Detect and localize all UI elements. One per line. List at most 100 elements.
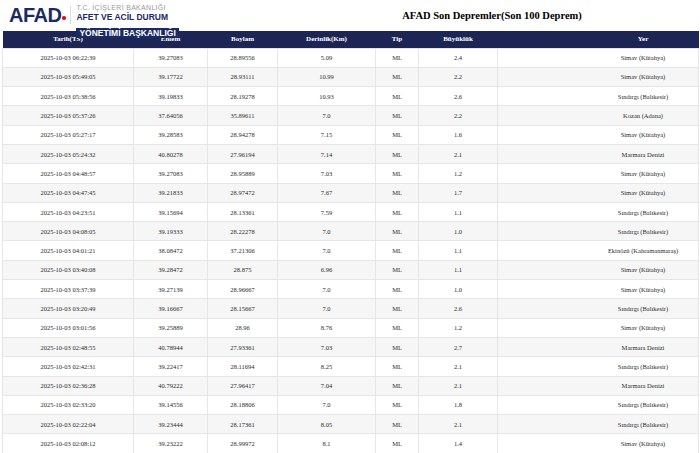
- cell-magnitude: 1.0: [419, 280, 498, 299]
- cell-magnitude: 1.8: [419, 395, 498, 414]
- cell-latitude: 39.15694: [134, 202, 208, 221]
- cell-location: Simav (Kütahya): [498, 67, 699, 86]
- cell-location: Ekinözü (Kahramanmaraş): [498, 241, 699, 260]
- cell-latitude: 39.22417: [134, 357, 208, 376]
- cell-magnitude: 1.2: [419, 164, 498, 183]
- cell-depth: 7.0: [278, 395, 376, 414]
- cell-depth: 5.09: [278, 48, 376, 67]
- cell-type: ML: [376, 434, 419, 453]
- table-row: 2025-10-03 05:24:3240.8027827.961947.14M…: [3, 144, 699, 163]
- cell-longitude: 27.93361: [208, 337, 278, 356]
- cell-type: ML: [376, 241, 419, 260]
- column-header-type: Tip: [376, 31, 419, 48]
- table-row: 2025-10-03 04:08:0539.1933328.222787.0ML…: [3, 222, 699, 241]
- cell-date: 2025-10-03 04:23:51: [3, 202, 134, 221]
- table-row: 2025-10-03 02:22:0439.2344428.173618.05M…: [3, 415, 699, 434]
- cell-magnitude: 2.2: [419, 106, 498, 125]
- table-row: 2025-10-03 02:08:1239.2322228.999728.1ML…: [3, 434, 699, 453]
- cell-latitude: 40.78944: [134, 337, 208, 356]
- cell-date: 2025-10-03 06:22:39: [3, 48, 134, 67]
- table-row: 2025-10-03 03:37:3939.2713928.966677.0ML…: [3, 280, 699, 299]
- cell-date: 2025-10-03 05:38:56: [3, 87, 134, 106]
- afad-logo-text: AFAD: [9, 4, 61, 26]
- cell-latitude: 37.64056: [134, 106, 208, 125]
- cell-longitude: 28.22278: [208, 222, 278, 241]
- cell-magnitude: 2.6: [419, 299, 498, 318]
- cell-depth: 6.96: [278, 260, 376, 279]
- cell-depth: 8.05: [278, 415, 376, 434]
- cell-location: Marmara Denizi: [498, 144, 699, 163]
- column-header-location: Yer: [498, 31, 699, 48]
- cell-type: ML: [376, 376, 419, 395]
- cell-location: Marmara Denizi: [498, 337, 699, 356]
- table-row: 2025-10-03 03:01:5639.2588928.968.76ML1.…: [3, 318, 699, 337]
- cell-date: 2025-10-03 02:22:04: [3, 415, 134, 434]
- cell-latitude: 39.27083: [134, 164, 208, 183]
- cell-longitude: 28.97472: [208, 183, 278, 202]
- cell-date: 2025-10-03 03:40:08: [3, 260, 134, 279]
- cell-location: Simav (Kütahya): [498, 434, 699, 453]
- cell-location: Simav (Kütahya): [498, 125, 699, 144]
- cell-type: ML: [376, 67, 419, 86]
- cell-depth: 7.0: [278, 241, 376, 260]
- cell-magnitude: 2.7: [419, 337, 498, 356]
- afad-logo: AFAD T.C. İÇİŞLERİ BAKANLIĞI AFET VE ACİ…: [9, 4, 140, 26]
- tagline-line3: YÖNETİMİ BAŞKANLIĞI: [76, 28, 178, 38]
- cell-date: 2025-10-03 02:33:20: [3, 395, 134, 414]
- cell-longitude: 28.93111: [208, 67, 278, 86]
- cell-depth: 10.99: [278, 67, 376, 86]
- cell-type: ML: [376, 299, 419, 318]
- cell-date: 2025-10-03 02:36:28: [3, 376, 134, 395]
- cell-magnitude: 1.0: [419, 222, 498, 241]
- cell-latitude: 39.23222: [134, 434, 208, 453]
- cell-location: Kozan (Adana): [498, 106, 699, 125]
- cell-latitude: 39.16667: [134, 299, 208, 318]
- cell-location: Sındırgı (Balıkesir): [498, 395, 699, 414]
- cell-longitude: 27.96417: [208, 376, 278, 395]
- cell-magnitude: 2.1: [419, 415, 498, 434]
- cell-longitude: 28.17361: [208, 415, 278, 434]
- cell-type: ML: [376, 87, 419, 106]
- table-row: 2025-10-03 04:47:4539.2183328.974727.67M…: [3, 183, 699, 202]
- cell-latitude: 38.08472: [134, 241, 208, 260]
- cell-date: 2025-10-03 02:08:12: [3, 434, 134, 453]
- cell-magnitude: 1.6: [419, 125, 498, 144]
- column-header-magnitude: Büyüklük: [419, 31, 498, 48]
- cell-depth: 7.15: [278, 125, 376, 144]
- cell-date: 2025-10-03 05:49:05: [3, 67, 134, 86]
- cell-magnitude: 1.7: [419, 183, 498, 202]
- table-row: 2025-10-03 05:38:5639.1983328.1927810.93…: [3, 87, 699, 106]
- cell-depth: 7.0: [278, 222, 376, 241]
- logo-divider: [70, 6, 71, 24]
- cell-location: Sındırgı (Balıkesir): [498, 299, 699, 318]
- cell-location: Simav (Kütahya): [498, 183, 699, 202]
- cell-depth: 10.93: [278, 87, 376, 106]
- logo-tagline: T.C. İÇİŞLERİ BAKANLIĞI AFET VE ACİL DUR…: [76, 4, 140, 26]
- cell-type: ML: [376, 183, 419, 202]
- table-row: 2025-10-03 02:42:3139.2241728.116948.25M…: [3, 357, 699, 376]
- cell-type: ML: [376, 202, 419, 221]
- page-header: AFAD T.C. İÇİŞLERİ BAKANLIĞI AFET VE ACİ…: [0, 0, 700, 31]
- logo-dot-icon: [62, 16, 66, 20]
- cell-location: Simav (Kütahya): [498, 280, 699, 299]
- cell-date: 2025-10-03 03:20:49: [3, 299, 134, 318]
- table-row: 2025-10-03 06:22:3939.2708328.895565.09M…: [3, 48, 699, 67]
- cell-date: 2025-10-03 04:08:05: [3, 222, 134, 241]
- table-row: 2025-10-03 05:49:0539.1772228.9311110.99…: [3, 67, 699, 86]
- cell-magnitude: 1.4: [419, 434, 498, 453]
- cell-type: ML: [376, 222, 419, 241]
- cell-latitude: 39.23444: [134, 415, 208, 434]
- cell-latitude: 39.28472: [134, 260, 208, 279]
- cell-magnitude: 1.1: [419, 202, 498, 221]
- cell-longitude: 28.95889: [208, 164, 278, 183]
- cell-date: 2025-10-03 03:37:39: [3, 280, 134, 299]
- cell-date: 2025-10-03 05:24:32: [3, 144, 134, 163]
- cell-longitude: 28.89556: [208, 48, 278, 67]
- cell-longitude: 28.15667: [208, 299, 278, 318]
- cell-longitude: 28.875: [208, 260, 278, 279]
- table-row: 2025-10-03 04:23:5139.1569428.133617.59M…: [3, 202, 699, 221]
- table-body: 2025-10-03 06:22:3939.2708328.895565.09M…: [3, 48, 699, 453]
- cell-location: Sındırgı (Balıkesir): [498, 222, 699, 241]
- cell-magnitude: 2.1: [419, 357, 498, 376]
- cell-depth: 7.67: [278, 183, 376, 202]
